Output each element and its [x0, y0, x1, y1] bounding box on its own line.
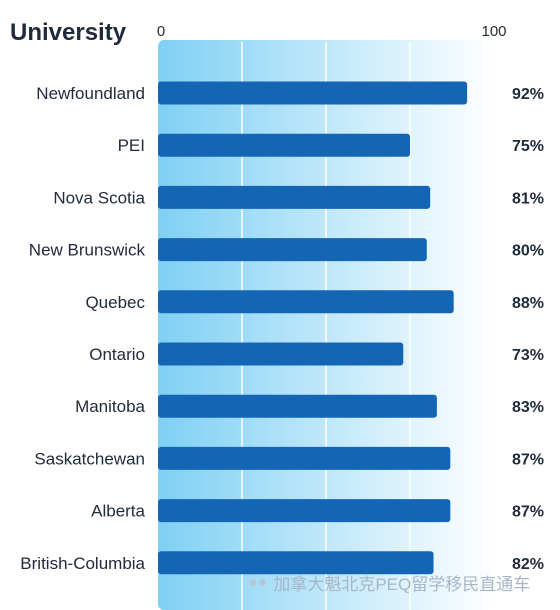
bar-3: [158, 238, 427, 262]
category-label: British-Columbia: [20, 554, 145, 573]
x-tick-label: 0: [157, 23, 165, 40]
bar-9: [158, 551, 434, 575]
value-label: 73%: [512, 347, 544, 364]
bars: Newfoundland 92% PEI 75% Nova Scotia 81% New B…: [20, 81, 544, 575]
category-label: Newfoundland: [36, 84, 145, 103]
chart-title: University: [10, 19, 127, 46]
value-label: 80%: [512, 243, 544, 260]
value-label: 83%: [512, 399, 544, 416]
wechat-icon: ●●: [248, 573, 268, 591]
category-label: Ontario: [89, 345, 145, 364]
value-label: 82%: [512, 556, 544, 573]
bar-6: [158, 394, 437, 418]
value-label: 81%: [512, 190, 544, 207]
category-label: New Brunswick: [29, 241, 146, 260]
category-label: Alberta: [91, 502, 145, 521]
watermark-text: 加拿大魁北克PEQ留学移民直通车: [273, 575, 531, 594]
bar-2: [158, 185, 431, 209]
value-label: 87%: [512, 504, 544, 521]
bar-4: [158, 290, 454, 314]
bar-0: [158, 81, 468, 105]
category-label: PEI: [118, 136, 145, 155]
value-label: 92%: [512, 86, 544, 103]
watermark: ●● 加拿大魁北克PEQ留学移民直通车: [248, 570, 530, 595]
x-axis-ticks: 0 100: [157, 23, 507, 40]
value-label: 75%: [512, 138, 544, 155]
x-tick-label: 100: [481, 23, 506, 40]
value-label: 88%: [512, 295, 544, 312]
category-label: Quebec: [85, 293, 145, 312]
bar-1: [158, 133, 410, 157]
category-label: Manitoba: [75, 397, 145, 416]
category-label: Nova Scotia: [53, 188, 145, 207]
bar-8: [158, 499, 451, 523]
value-label: 87%: [512, 451, 544, 468]
bar-5: [158, 342, 404, 366]
category-label: Saskatchewan: [34, 449, 145, 468]
bar-7: [158, 446, 451, 470]
